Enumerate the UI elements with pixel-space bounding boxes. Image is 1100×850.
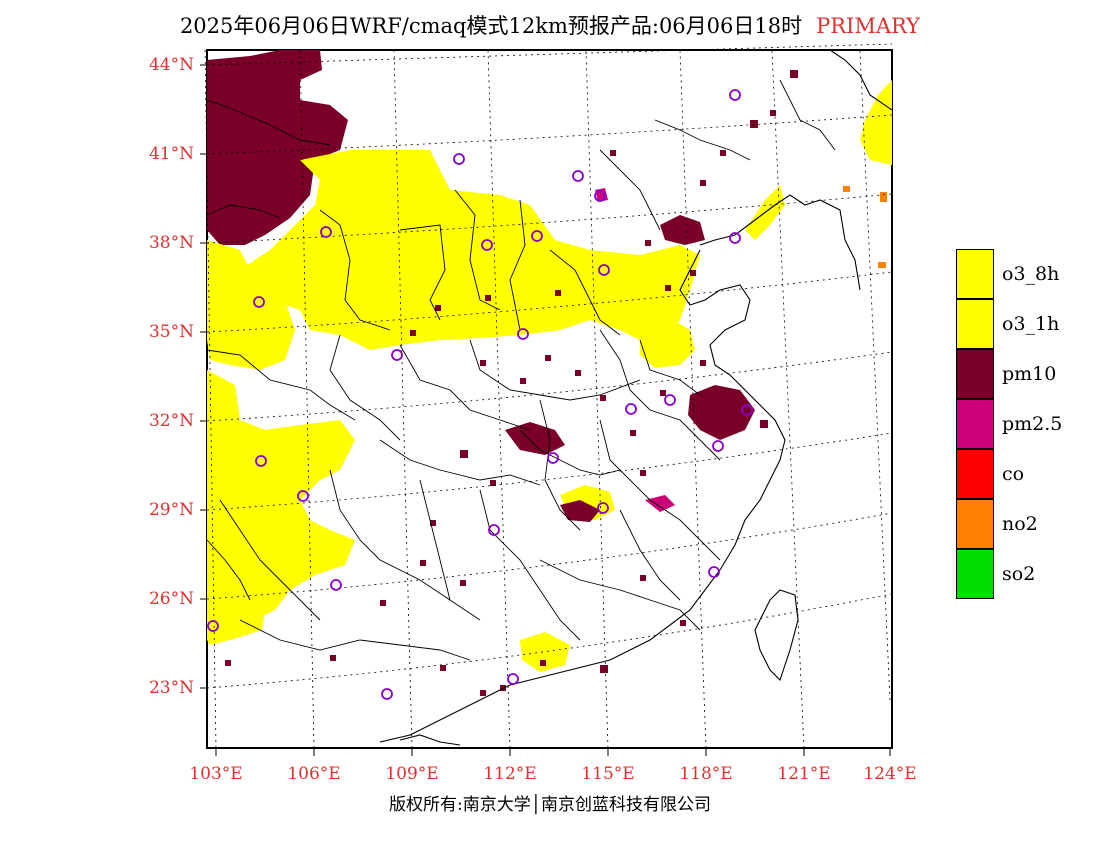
legend-swatch	[956, 449, 994, 499]
speckle-cells	[225, 70, 798, 696]
lon-label-106: 106°E	[287, 764, 341, 784]
lon-label-121: 121°E	[777, 764, 831, 784]
lon-label-109: 109°E	[385, 764, 439, 784]
legend-label: no2	[1002, 513, 1038, 535]
lat-label-29: 29°N	[148, 500, 194, 520]
coastline	[379, 49, 893, 746]
legend-label: o3_8h	[1002, 263, 1060, 285]
legend-label: o3_1h	[1002, 313, 1060, 335]
legend-swatch	[956, 249, 994, 299]
no2-area-northeast	[843, 186, 887, 268]
lon-label-124: 124°E	[863, 764, 917, 784]
lat-label-44: 44°N	[148, 55, 194, 75]
pm25-area-jiangxi	[645, 495, 675, 512]
lon-label-115: 115°E	[581, 764, 635, 784]
title-text: 2025年06月06日WRF/cmaq模式12km预报产品:06月06日18时	[179, 14, 803, 38]
primary-tag: PRIMARY	[816, 14, 921, 38]
o3-area-west-2	[207, 370, 355, 625]
pm10-area-central-2	[560, 500, 600, 522]
pm10-area-beijing	[660, 215, 705, 245]
pollutant-areas	[207, 50, 892, 672]
lat-gridlines	[206, 43, 893, 689]
city-markers	[207, 89, 753, 700]
lon-gridlines	[204, 49, 891, 749]
o3-area-west-1	[207, 240, 295, 370]
o3-area-northeast-coast	[860, 80, 892, 165]
legend-label: co	[1002, 463, 1025, 485]
province-boundaries	[206, 79, 836, 661]
lat-label-23: 23°N	[148, 678, 194, 698]
legend-swatch	[956, 499, 994, 549]
o3-area-north-china	[240, 150, 700, 350]
lat-ticks	[200, 64, 207, 689]
copyright-footer: 版权所有:南京大学│南京创蓝科技有限公司	[389, 795, 711, 815]
lat-label-32: 32°N	[148, 411, 194, 431]
lat-label-35: 35°N	[148, 322, 194, 342]
legend-label: pm10	[1002, 363, 1057, 385]
map-title: 2025年06月06日WRF/cmaq模式12km预报产品:06月06日18时 P…	[0, 10, 1100, 40]
o3-area-southwest	[207, 585, 265, 645]
legend-swatch	[956, 399, 994, 449]
lon-ticks	[215, 748, 891, 756]
lon-label-118: 118°E	[679, 764, 733, 784]
o3-area-guangdong	[520, 632, 570, 672]
legend-swatch	[956, 299, 994, 349]
legend-swatch	[956, 549, 994, 599]
pm10-area-yangtze	[688, 385, 755, 440]
legend-swatch	[956, 349, 994, 399]
o3-area-shandong	[640, 315, 695, 368]
lon-label-103: 103°E	[189, 764, 243, 784]
legend-label: pm2.5	[1002, 413, 1063, 435]
lat-label-38: 38°N	[148, 233, 194, 253]
lat-label-41: 41°N	[148, 144, 194, 164]
lat-label-26: 26°N	[148, 589, 194, 609]
legend-label: so2	[1002, 563, 1036, 585]
lon-label-112: 112°E	[483, 764, 537, 784]
pm10-area-northwest	[207, 50, 348, 245]
